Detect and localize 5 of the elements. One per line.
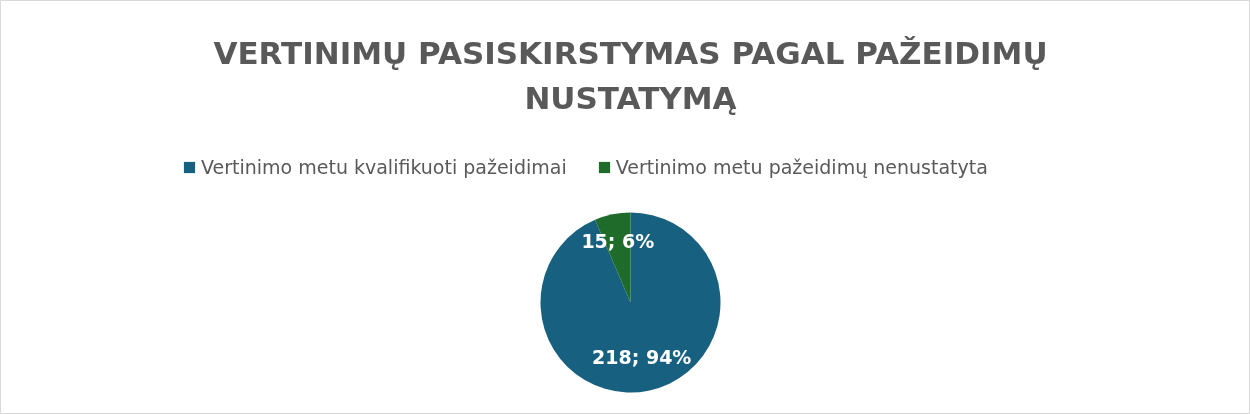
chart-title: VERTINIMŲ PASISKIRSTYMAS PAGAL PAŽEIDIMŲ NUSTATYMĄ — [213, 34, 1048, 116]
data-label: 218; 94% — [592, 346, 692, 369]
data-label: 15; 6% — [581, 229, 655, 252]
legend-label: Vertinimo metu pažeidimų nenustatyta — [615, 156, 988, 178]
legend-label: Vertinimo metu kvalifikuoti pažeidimai — [201, 156, 567, 178]
